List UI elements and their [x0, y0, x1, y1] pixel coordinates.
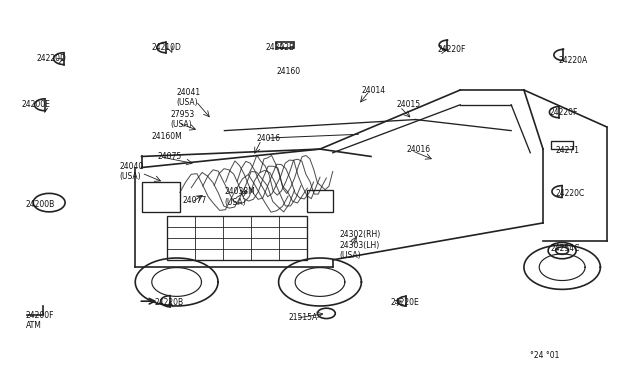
- Text: 24040
(USA): 24040 (USA): [119, 161, 143, 181]
- Text: 24220E: 24220E: [390, 298, 419, 307]
- Text: 24220F: 24220F: [549, 108, 578, 117]
- Text: 24271: 24271: [556, 147, 580, 155]
- Text: 24160: 24160: [276, 67, 301, 76]
- Text: 24015: 24015: [396, 100, 420, 109]
- Text: 24210D: 24210D: [151, 43, 181, 52]
- Text: 24202B: 24202B: [266, 43, 295, 52]
- Bar: [276, 42, 294, 48]
- Bar: [141, 182, 180, 212]
- Text: 24038M
(USA): 24038M (USA): [225, 187, 255, 207]
- Text: 24220A: 24220A: [559, 56, 588, 65]
- Text: 24220B: 24220B: [154, 298, 184, 307]
- Bar: [167, 215, 307, 260]
- Text: 24254C: 24254C: [550, 244, 580, 253]
- Bar: [307, 190, 333, 212]
- Text: 24016: 24016: [406, 145, 430, 154]
- Text: 24160M: 24160M: [151, 132, 182, 141]
- Text: 24077: 24077: [183, 196, 207, 205]
- Text: 24200B: 24200B: [26, 200, 55, 209]
- Bar: [550, 141, 573, 149]
- Text: 27953
(USA): 27953 (USA): [170, 110, 195, 129]
- Text: °24 °01: °24 °01: [531, 351, 559, 360]
- Text: 24220F: 24220F: [438, 45, 467, 54]
- Text: 24200E: 24200E: [22, 100, 51, 109]
- Text: 24016: 24016: [256, 134, 280, 142]
- Text: 21515A: 21515A: [288, 312, 317, 321]
- Text: 24220C: 24220C: [556, 189, 585, 198]
- Text: 24220D: 24220D: [36, 54, 67, 63]
- Text: 24014: 24014: [362, 86, 385, 94]
- Text: 24200F
ATM: 24200F ATM: [26, 311, 54, 330]
- Text: 24041
(USA): 24041 (USA): [177, 88, 201, 107]
- Text: 24302(RH)
24303(LH)
(USA): 24302(RH) 24303(LH) (USA): [339, 230, 380, 260]
- Text: 24075: 24075: [157, 152, 182, 161]
